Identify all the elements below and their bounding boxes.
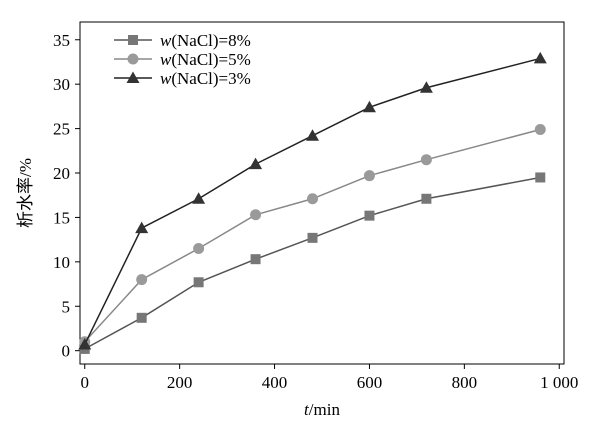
- data-point-circle: [193, 243, 205, 255]
- series-triangle: [78, 51, 547, 350]
- legend-label: w(NaCl)=5%: [160, 50, 251, 69]
- data-point-triangle: [362, 100, 376, 113]
- legend: w(NaCl)=8%w(NaCl)=5%w(NaCl)=3%: [114, 31, 251, 88]
- data-point-triangle: [419, 81, 433, 93]
- series-group: [78, 51, 547, 354]
- data-point-square: [250, 254, 261, 265]
- legend-label-text: (NaCl)=8%: [171, 31, 250, 50]
- x-axis-label-variable: t: [304, 400, 310, 419]
- data-point-triangle: [533, 51, 547, 64]
- data-point-square: [136, 312, 147, 323]
- x-tick-label: 600: [357, 373, 383, 392]
- y-tick-label: 20: [53, 164, 70, 183]
- legend-marker-triangle: [126, 71, 140, 83]
- series-line: [84, 128, 541, 343]
- legend-label-variable: w: [160, 50, 172, 69]
- data-point-triangle: [192, 192, 206, 204]
- legend-label-text: (NaCl)=5%: [171, 50, 250, 69]
- x-axis-ticks: 0 200 400 600 800 1 000: [80, 364, 578, 392]
- data-point-square: [364, 210, 375, 221]
- y-tick-label: 5: [62, 297, 71, 316]
- legend-entry: w(NaCl)=3%: [114, 69, 251, 88]
- data-point-triangle: [135, 221, 149, 234]
- legend-entry: w(NaCl)=8%: [114, 31, 251, 50]
- x-tick-label: 1 000: [540, 373, 578, 392]
- legend-entry: w(NaCl)=5%: [114, 50, 251, 69]
- legend-label-variable: w: [160, 69, 172, 88]
- y-tick-label: 25: [53, 120, 70, 139]
- data-point-circle: [307, 193, 319, 205]
- data-point-square: [421, 193, 432, 204]
- data-point-triangle: [78, 337, 92, 350]
- data-point-square: [307, 232, 318, 243]
- x-tick-label: 400: [262, 373, 288, 392]
- y-tick-label: 10: [53, 253, 70, 272]
- y-tick-label: 0: [62, 342, 71, 361]
- y-tick-label: 35: [53, 31, 70, 50]
- data-point-circle: [363, 170, 375, 182]
- x-tick-label: 800: [452, 373, 478, 392]
- legend-label: w(NaCl)=3%: [160, 69, 251, 88]
- x-tick-label: 200: [167, 373, 193, 392]
- series-line: [84, 176, 541, 350]
- legend-marker-square: [128, 35, 138, 45]
- y-axis-ticks: 0 5 10 15 20 25 30 35: [53, 31, 80, 361]
- legend-marker-circle: [127, 53, 139, 65]
- data-point-square: [535, 172, 546, 183]
- data-point-circle: [136, 274, 148, 286]
- legend-label: w(NaCl)=8%: [160, 31, 251, 50]
- x-axis-label: t/min: [304, 400, 340, 419]
- plot-frame: [79, 21, 565, 365]
- y-axis-label: 析水率/%: [16, 158, 35, 228]
- series-line: [84, 57, 541, 345]
- y-tick-label: 30: [53, 75, 70, 94]
- data-point-circle: [250, 209, 262, 221]
- data-point-triangle: [249, 157, 263, 170]
- series-square: [79, 172, 546, 354]
- x-tick-label: 0: [80, 373, 89, 392]
- series-circle: [79, 123, 546, 348]
- legend-label-variable: w: [160, 31, 172, 50]
- legend-label-text: (NaCl)=3%: [171, 69, 250, 88]
- data-point-circle: [420, 154, 432, 166]
- x-axis-label-unit: /min: [309, 400, 341, 419]
- data-point-square: [193, 277, 204, 288]
- y-tick-label: 15: [53, 208, 70, 227]
- data-point-circle: [534, 123, 546, 135]
- data-point-triangle: [306, 129, 320, 141]
